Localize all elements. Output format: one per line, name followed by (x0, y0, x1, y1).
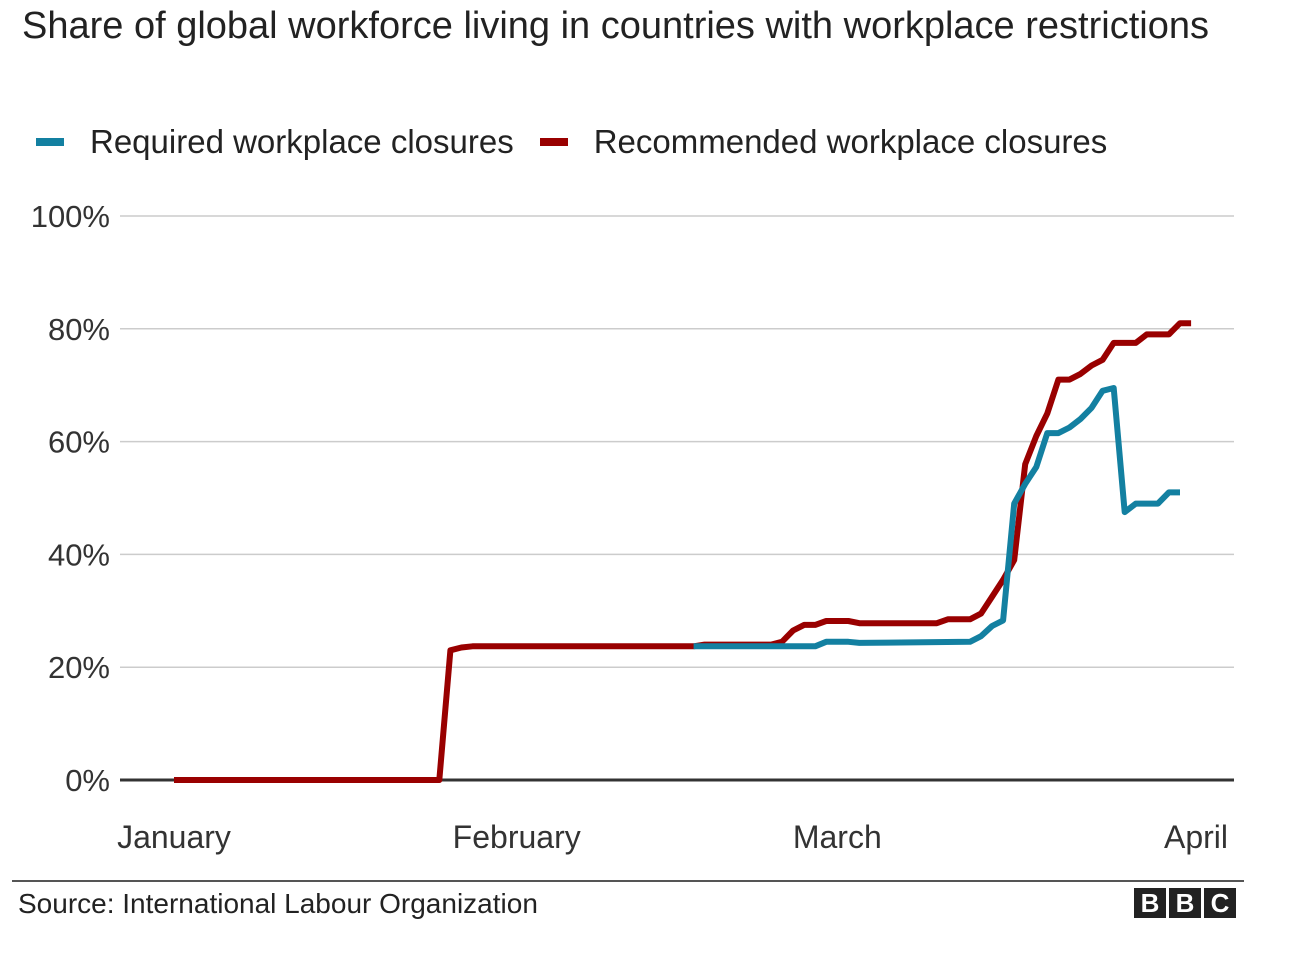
y-tick-label: 0% (65, 763, 110, 798)
line-chart: 0% 20% 40% 60% 80% 100% January February March Ap… (31, 199, 1234, 855)
y-tick-label: 60% (48, 425, 110, 460)
legend-swatch-required (36, 138, 64, 146)
footer-divider (12, 880, 1244, 882)
series-line-required (693, 385, 1180, 650)
chart-title: Share of global workforce living in coun… (22, 5, 1209, 47)
y-tick-label: 80% (48, 312, 110, 347)
source-note: Source: International Labour Organizatio… (18, 888, 538, 919)
y-tick-label: 100% (31, 199, 110, 234)
legend-swatch-recommended (539, 138, 568, 146)
legend-item-required: Required workplace closures (36, 123, 514, 161)
y-tick-label: 40% (48, 537, 110, 572)
bbc-logo-letter: B (1134, 888, 1166, 918)
legend-label-recommended: Recommended workplace closures (593, 123, 1108, 160)
y-tick-label: 20% (48, 650, 110, 685)
legend: Required workplace closures Recommended … (36, 120, 1133, 164)
legend-label-required: Required workplace closures (90, 123, 514, 160)
x-tick-label: February (453, 819, 581, 855)
bbc-logo-letter: C (1204, 888, 1236, 918)
series-line-recommended (174, 320, 1192, 783)
x-tick-label: March (793, 819, 882, 855)
bbc-logo: B B C (1131, 888, 1236, 918)
bbc-logo-letter: B (1169, 888, 1201, 918)
legend-item-recommended: Recommended workplace closures (539, 123, 1108, 161)
x-tick-label: April (1164, 819, 1228, 855)
x-tick-label: January (117, 819, 231, 855)
